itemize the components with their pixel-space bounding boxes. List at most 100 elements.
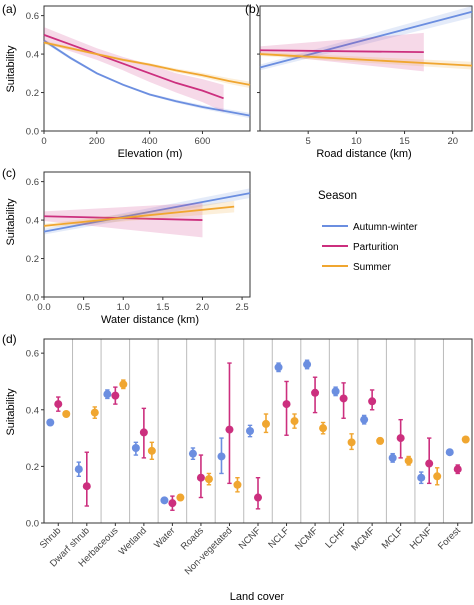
category-label: Roads <box>179 525 206 552</box>
panel-c-x-tick-label: 1.0 <box>117 302 130 313</box>
data-point-summer <box>204 475 213 484</box>
data-point-parturition <box>453 465 462 474</box>
data-point-parturition <box>254 493 262 502</box>
panel-b-x-tick-label: 20 <box>447 136 458 147</box>
panel-d-y-tick-label: 0.4 <box>26 405 39 416</box>
panel-c-frame <box>43 171 251 298</box>
data-point-parturition <box>425 459 434 468</box>
data-point-parturition <box>282 400 291 409</box>
panel-a-label: (a) <box>2 2 17 16</box>
panel-a-elevation: (a) 0 200 400 600 0.0 0.2 0.4 0.6 Suitability E… <box>2 2 251 160</box>
data-point-autumn_winter <box>74 465 83 474</box>
data-point-autumn_winter <box>217 452 226 461</box>
data-point-autumn_winter <box>160 496 169 505</box>
panel-c-x-tick-label: 2.5 <box>235 302 248 313</box>
data-point-summer <box>290 417 299 426</box>
data-point-summer <box>62 410 71 419</box>
legend-item-parturition: Parturition <box>353 242 399 253</box>
panel-a-series-line-parturition <box>43 34 224 100</box>
panel-b-plot-area: 5 10 15 20 <box>257 5 473 147</box>
data-point-autumn_winter <box>131 443 140 452</box>
panel-b-x-tick-label: 15 <box>399 136 410 147</box>
data-point-parturition <box>139 428 148 437</box>
panel-a-x-tick-label: 400 <box>142 136 158 147</box>
data-point-summer <box>233 480 242 489</box>
panel-a-y-tick-label: 0.0 <box>26 127 39 138</box>
panel-c-water-distance: (c) 0.0 0.5 1.0 1.5 2.0 2.5 0.0 0.2 0.4 0.6 Suita… <box>2 166 251 326</box>
data-point-summer <box>461 435 470 444</box>
category-label: Wetland <box>117 525 149 557</box>
data-point-summer <box>147 446 156 455</box>
category-label: NCMF <box>293 525 320 552</box>
panel-d-label: (d) <box>2 332 17 346</box>
panel-d-y-tick-label: 0.2 <box>26 462 39 473</box>
panel-a-x-tick-label: 0 <box>41 136 46 147</box>
panel-c-plot-area: 0.0 0.5 1.0 1.5 2.0 2.5 0.0 0.2 0.4 0.6 <box>26 171 251 313</box>
panel-b-x-axis-title: Road distance (km) <box>316 148 411 160</box>
panel-a-x-axis-title: Elevation (m) <box>118 148 183 160</box>
panel-d-x-axis-title: Land cover <box>230 591 285 603</box>
category-label: Forest <box>436 525 463 552</box>
data-point-summer <box>347 438 356 447</box>
category-label: Water <box>152 525 177 550</box>
data-point-autumn_winter <box>274 363 283 372</box>
data-point-parturition <box>311 388 320 397</box>
panel-c-y-axis-title: Suitability <box>5 198 17 246</box>
panel-a-series-line-autumn_winter <box>43 39 251 117</box>
panel-c-ci-band-parturition <box>44 202 203 238</box>
data-point-autumn_winter <box>188 449 197 458</box>
data-point-summer <box>433 472 442 481</box>
panel-b-ci-band-parturition <box>260 32 424 72</box>
data-point-parturition <box>396 434 405 443</box>
panel-a-x-tick-label: 600 <box>195 136 211 147</box>
category-label: NCLF <box>266 525 291 550</box>
data-point-parturition <box>54 400 63 409</box>
panel-b-series-line-summer <box>259 53 473 67</box>
legend-item-summer: Summer <box>353 262 391 273</box>
data-point-autumn_winter <box>417 473 426 482</box>
panel-c-x-axis-title: Water distance (km) <box>101 314 199 326</box>
panel-c-y-tick-label: 0.2 <box>26 254 39 265</box>
panel-c-y-tick-label: 0.4 <box>26 216 39 227</box>
data-point-autumn_winter <box>445 448 454 457</box>
data-point-autumn_winter <box>246 427 255 435</box>
legend-title: Season <box>318 190 357 202</box>
data-point-autumn_winter <box>46 418 55 427</box>
panel-c-x-tick-label: 2.0 <box>196 302 209 313</box>
data-point-summer <box>376 436 385 445</box>
panel-a-x-tick-label: 200 <box>89 136 105 147</box>
data-point-parturition <box>225 425 234 434</box>
data-point-autumn_winter <box>103 390 112 399</box>
panel-b-x-tick-label: 5 <box>306 136 311 147</box>
panel-b-road-distance: (b) 5 10 15 20 Road distance (km) <box>245 2 473 160</box>
panel-a-ci-band-autumn_winter <box>44 38 250 119</box>
panel-a-y-tick-label: 0.2 <box>26 88 39 99</box>
data-point-autumn_winter <box>360 415 369 424</box>
data-point-autumn_winter <box>388 453 397 462</box>
panel-b-series-line-autumn_winter <box>259 10 473 69</box>
panel-b-x-tick-label: 10 <box>351 136 362 147</box>
data-point-summer <box>319 424 328 433</box>
data-point-parturition <box>168 499 177 508</box>
category-label: MCLF <box>380 525 406 551</box>
season-legend: Season Autumn-winter Parturition Summer <box>318 190 418 273</box>
data-point-summer <box>119 380 128 389</box>
data-point-summer <box>90 408 99 417</box>
category-label: MCMF <box>349 525 377 553</box>
panel-c-ci-band-autumn_winter <box>44 188 250 235</box>
data-point-autumn_winter <box>303 360 312 369</box>
panel-b-label: (b) <box>245 2 260 16</box>
panel-d-y-tick-label: 0.6 <box>26 349 39 360</box>
data-point-summer <box>261 419 270 428</box>
panel-a-plot-area: 0 200 400 600 0.0 0.2 0.4 0.6 <box>26 5 251 147</box>
panel-a-y-tick-label: 0.6 <box>26 11 39 22</box>
panel-a-ci-band-parturition <box>44 27 224 112</box>
data-point-parturition <box>368 397 377 406</box>
data-point-parturition <box>339 394 348 403</box>
data-point-parturition <box>82 482 91 491</box>
panel-c-y-tick-label: 0.0 <box>26 293 39 304</box>
category-label: Shrub <box>38 525 64 551</box>
